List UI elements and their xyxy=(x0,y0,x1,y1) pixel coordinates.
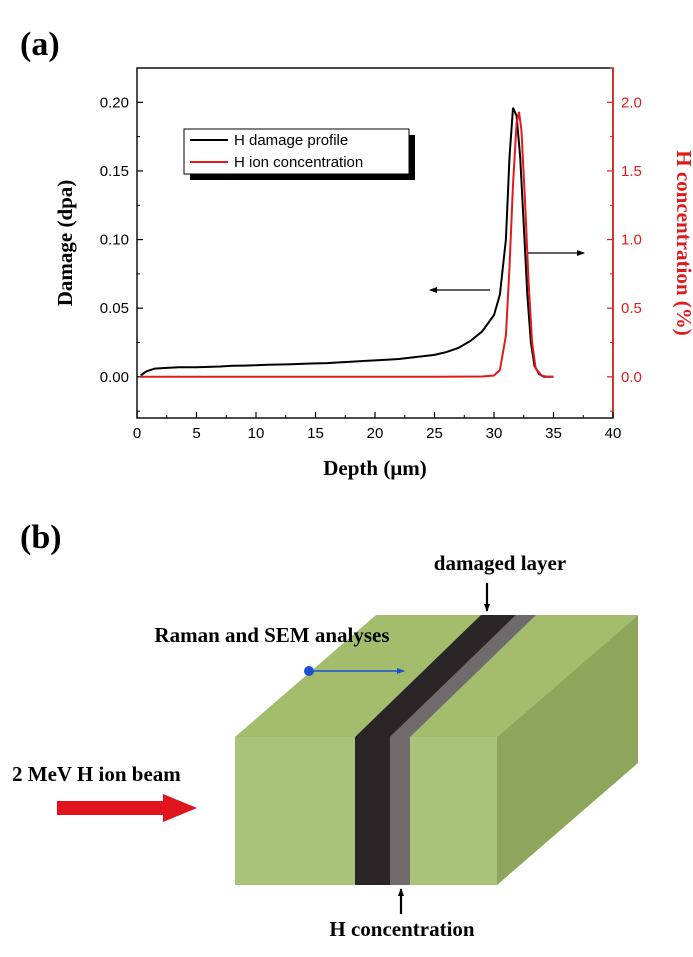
x-tick-label: 30 xyxy=(486,425,503,442)
h-concentration-layer-top xyxy=(390,615,536,737)
legend: H damage profile H ion concentration xyxy=(183,128,415,180)
y2-tick-label: 0.5 xyxy=(621,300,642,317)
y2-tick-label: 2.0 xyxy=(621,94,642,111)
legend-concentration-label: H ion concentration xyxy=(234,154,363,171)
y2-tick-label: 1.5 xyxy=(621,163,642,180)
x-tick-label: 15 xyxy=(307,425,324,442)
damage-profile-line xyxy=(140,107,554,378)
x-tick-label: 0 xyxy=(133,425,141,442)
damaged-layer-label: damaged layer xyxy=(434,551,566,575)
panel-a-label: (a) xyxy=(20,26,60,63)
block-side-face xyxy=(497,615,638,885)
legend-box xyxy=(183,128,410,175)
damaged-layer-top xyxy=(355,615,516,737)
x-tick-label: 10 xyxy=(248,425,265,442)
x-axis-label: Depth (μm) xyxy=(323,456,426,480)
x-tick-label: 5 xyxy=(192,425,200,442)
ion-beam-arrow xyxy=(57,794,197,822)
panel-b-label: (b) xyxy=(20,519,62,556)
ion-beam-label: 2 MeV H ion beam xyxy=(12,762,181,786)
raman-sem-label: Raman and SEM analyses xyxy=(154,623,389,647)
y-tick-label: 0.15 xyxy=(100,163,129,180)
x-tick-label: 35 xyxy=(545,425,562,442)
y-axis-label: Damage (dpa) xyxy=(53,180,77,307)
y2-tick-label: 1.0 xyxy=(621,232,642,249)
y-tick-label: 0.05 xyxy=(100,300,129,317)
concentration-line xyxy=(140,111,554,378)
y2-axis-ticks: 0.0 0.5 1.0 1.5 2.0 xyxy=(607,67,642,412)
damaged-layer-front xyxy=(355,737,390,885)
x-axis-ticks: 0 5 10 15 20 25 30 35 40 xyxy=(133,412,622,442)
y2-axis-label: H concentration (%) xyxy=(672,150,693,335)
h-concentration-label: H concentration xyxy=(329,917,475,941)
y-tick-label: 0.10 xyxy=(100,232,129,249)
x-tick-label: 25 xyxy=(426,425,443,442)
y-axis-ticks: 0.00 0.05 0.10 0.15 0.20 xyxy=(100,67,143,412)
plot-frame xyxy=(136,67,614,419)
x-tick-label: 40 xyxy=(605,425,622,442)
x-tick-label: 20 xyxy=(367,425,384,442)
y-tick-label: 0.20 xyxy=(100,94,129,111)
y2-tick-label: 0.0 xyxy=(621,369,642,386)
y-tick-label: 0.00 xyxy=(100,369,129,386)
legend-damage-label: H damage profile xyxy=(234,132,348,149)
h-concentration-layer-front xyxy=(390,737,410,885)
